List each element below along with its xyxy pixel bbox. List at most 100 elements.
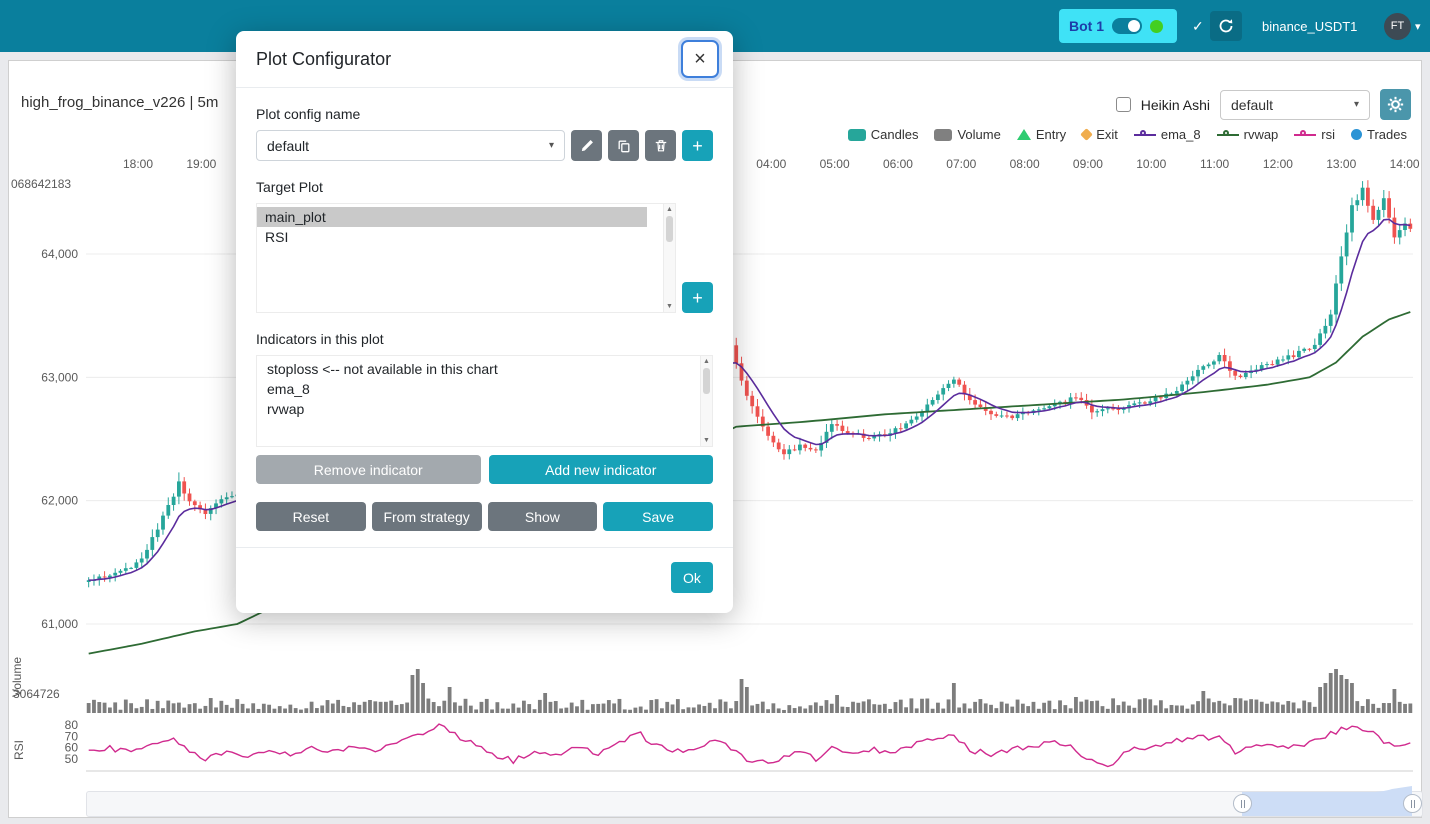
plot-config-select[interactable]: default ▾ bbox=[1220, 89, 1370, 120]
rsi-axis-label: 60 bbox=[65, 741, 79, 755]
time-axis-label: 06:00 bbox=[883, 157, 913, 171]
close-button[interactable]: × bbox=[681, 40, 719, 78]
scrollbar[interactable]: ▲ ▼ bbox=[663, 204, 675, 312]
legend-item-Trades[interactable]: Trades bbox=[1351, 127, 1407, 142]
legend-item-Candles[interactable]: Candles bbox=[847, 127, 918, 142]
circle-marker-icon bbox=[1351, 129, 1363, 140]
time-axis-label: 09:00 bbox=[1073, 157, 1103, 171]
time-axis-label: 11:00 bbox=[1200, 157, 1229, 171]
legend-label: Volume bbox=[957, 127, 1001, 142]
scrollbar-thumb[interactable] bbox=[703, 368, 710, 394]
ok-button[interactable]: Ok bbox=[671, 562, 713, 593]
bot-selector[interactable]: Bot 1 bbox=[1059, 9, 1177, 43]
datazoom-handle-right[interactable] bbox=[1403, 794, 1422, 813]
price-axis-label: 61,000 bbox=[41, 617, 78, 631]
scroll-down-icon[interactable]: ▼ bbox=[703, 437, 710, 444]
bot-toggle[interactable] bbox=[1112, 18, 1142, 34]
target-plot-label: Target Plot bbox=[256, 179, 323, 195]
add-indicator-button[interactable]: Add new indicator bbox=[488, 455, 713, 484]
target-plot-option[interactable]: main_plot bbox=[257, 207, 647, 227]
indicator-item[interactable]: rvwap bbox=[267, 401, 305, 417]
config-name-select-value: default bbox=[267, 137, 310, 154]
heikin-ashi-checkbox[interactable] bbox=[1115, 97, 1131, 112]
reset-button[interactable]: Reset bbox=[256, 502, 366, 531]
legend-item-rvwap[interactable]: rvwap bbox=[1216, 127, 1278, 142]
chevron-down-icon: ▾ bbox=[1353, 99, 1359, 110]
price-axis-label: 63,000 bbox=[41, 370, 78, 384]
indicator-item[interactable]: stoploss <-- not available in this chart bbox=[267, 361, 498, 377]
time-axis-label: 10:00 bbox=[1136, 157, 1166, 171]
trash-icon bbox=[655, 139, 666, 151]
from-strategy-button[interactable]: From strategy bbox=[371, 502, 482, 531]
legend-label: rsi bbox=[1321, 127, 1336, 142]
time-axis-label: 04:00 bbox=[756, 157, 786, 171]
chart-legend: Candles Volume Entry Exit ema_8 rvwap rsi Trade… bbox=[847, 127, 1407, 142]
refresh-button[interactable] bbox=[1210, 11, 1242, 41]
rsi-axis-label: 80 bbox=[65, 718, 79, 732]
modal-title: Plot Configurator bbox=[256, 48, 392, 69]
pencil-icon bbox=[581, 139, 593, 151]
config-name-select[interactable]: default ▾ bbox=[256, 130, 565, 161]
edit-config-button[interactable] bbox=[571, 130, 602, 161]
check-icon: ✓ bbox=[1192, 17, 1204, 34]
rsi-axis-label: 70 bbox=[65, 729, 79, 743]
target-plot-option[interactable]: RSI bbox=[265, 229, 289, 245]
scroll-up-icon[interactable]: ▲ bbox=[666, 206, 673, 213]
datazoom-handle-left[interactable] bbox=[1233, 794, 1252, 813]
scroll-up-icon[interactable]: ▲ bbox=[703, 358, 710, 365]
duplicate-config-button[interactable] bbox=[608, 130, 639, 161]
line-marker-icon bbox=[1216, 129, 1239, 136]
time-axis-label: 08:00 bbox=[1010, 157, 1040, 171]
datazoom-selection[interactable] bbox=[1242, 786, 1412, 816]
line-marker-icon bbox=[1294, 129, 1317, 136]
plot-configurator-modal: Plot Configurator × Plot config name def… bbox=[236, 31, 733, 613]
plot-settings-button[interactable] bbox=[1380, 89, 1411, 120]
remove-indicator-button[interactable]: Remove indicator bbox=[256, 455, 481, 484]
time-axis-label: 18:00 bbox=[123, 157, 153, 171]
legend-label: Entry bbox=[1035, 127, 1067, 142]
time-axis-label: 12:00 bbox=[1263, 157, 1293, 171]
bot-online-dot bbox=[1150, 19, 1163, 33]
chart-controls: Heikin Ashi default ▾ bbox=[1115, 89, 1411, 120]
refresh-icon bbox=[1219, 19, 1233, 33]
datazoom-shadow-area bbox=[1242, 786, 1412, 816]
legend-item-rsi[interactable]: rsi bbox=[1294, 127, 1335, 142]
line-marker-icon bbox=[1133, 129, 1156, 136]
indicators-list[interactable]: stoploss <-- not available in this chart… bbox=[256, 355, 713, 447]
add-config-button[interactable]: + bbox=[682, 130, 713, 161]
legend-item-Exit[interactable]: Exit bbox=[1080, 127, 1118, 142]
plot-config-name-label: Plot config name bbox=[256, 106, 361, 122]
target-plot-list[interactable]: main_plot RSI ▲ ▼ bbox=[256, 203, 676, 313]
datazoom-slider[interactable] bbox=[86, 786, 1423, 817]
copy-icon bbox=[618, 140, 629, 152]
time-axis-label: 05:00 bbox=[820, 157, 850, 171]
legend-item-ema_8[interactable]: ema_8 bbox=[1133, 127, 1201, 142]
show-button[interactable]: Show bbox=[487, 502, 598, 531]
toggle-knob bbox=[1128, 20, 1140, 32]
time-axis-label: 07:00 bbox=[946, 157, 976, 171]
modal-footer: Ok bbox=[256, 548, 713, 593]
add-target-plot-button[interactable]: + bbox=[682, 282, 713, 313]
user-menu[interactable]: FT ▾ bbox=[1384, 0, 1421, 52]
indicator-rows: stoploss <-- not available in this chart… bbox=[257, 359, 700, 419]
plot-config-select-value: default bbox=[1231, 96, 1274, 113]
legend-item-Entry[interactable]: Entry bbox=[1016, 127, 1067, 142]
legend-label: Exit bbox=[1096, 127, 1118, 142]
rsi-axis-label: 50 bbox=[65, 752, 79, 766]
config-name-row: default ▾ + bbox=[256, 130, 713, 161]
indicator-item[interactable]: ema_8 bbox=[267, 381, 310, 397]
instance-name: binance_USDT1 bbox=[1262, 18, 1358, 34]
rsi-pane-label: RSI bbox=[12, 740, 26, 760]
legend-item-Volume[interactable]: Volume bbox=[934, 127, 1001, 142]
scrollbar[interactable]: ▲ ▼ bbox=[700, 356, 712, 446]
chevron-down-icon: ▾ bbox=[548, 140, 554, 151]
scrollbar-thumb[interactable] bbox=[666, 216, 673, 242]
time-axis-label: 14:00 bbox=[1390, 157, 1420, 171]
scroll-down-icon[interactable]: ▼ bbox=[666, 303, 673, 310]
save-button[interactable]: Save bbox=[603, 502, 713, 531]
indicators-label: Indicators in this plot bbox=[256, 331, 384, 347]
diamond-marker-icon bbox=[1080, 128, 1094, 141]
modal-divider bbox=[236, 547, 733, 548]
delete-config-button[interactable] bbox=[645, 130, 676, 161]
